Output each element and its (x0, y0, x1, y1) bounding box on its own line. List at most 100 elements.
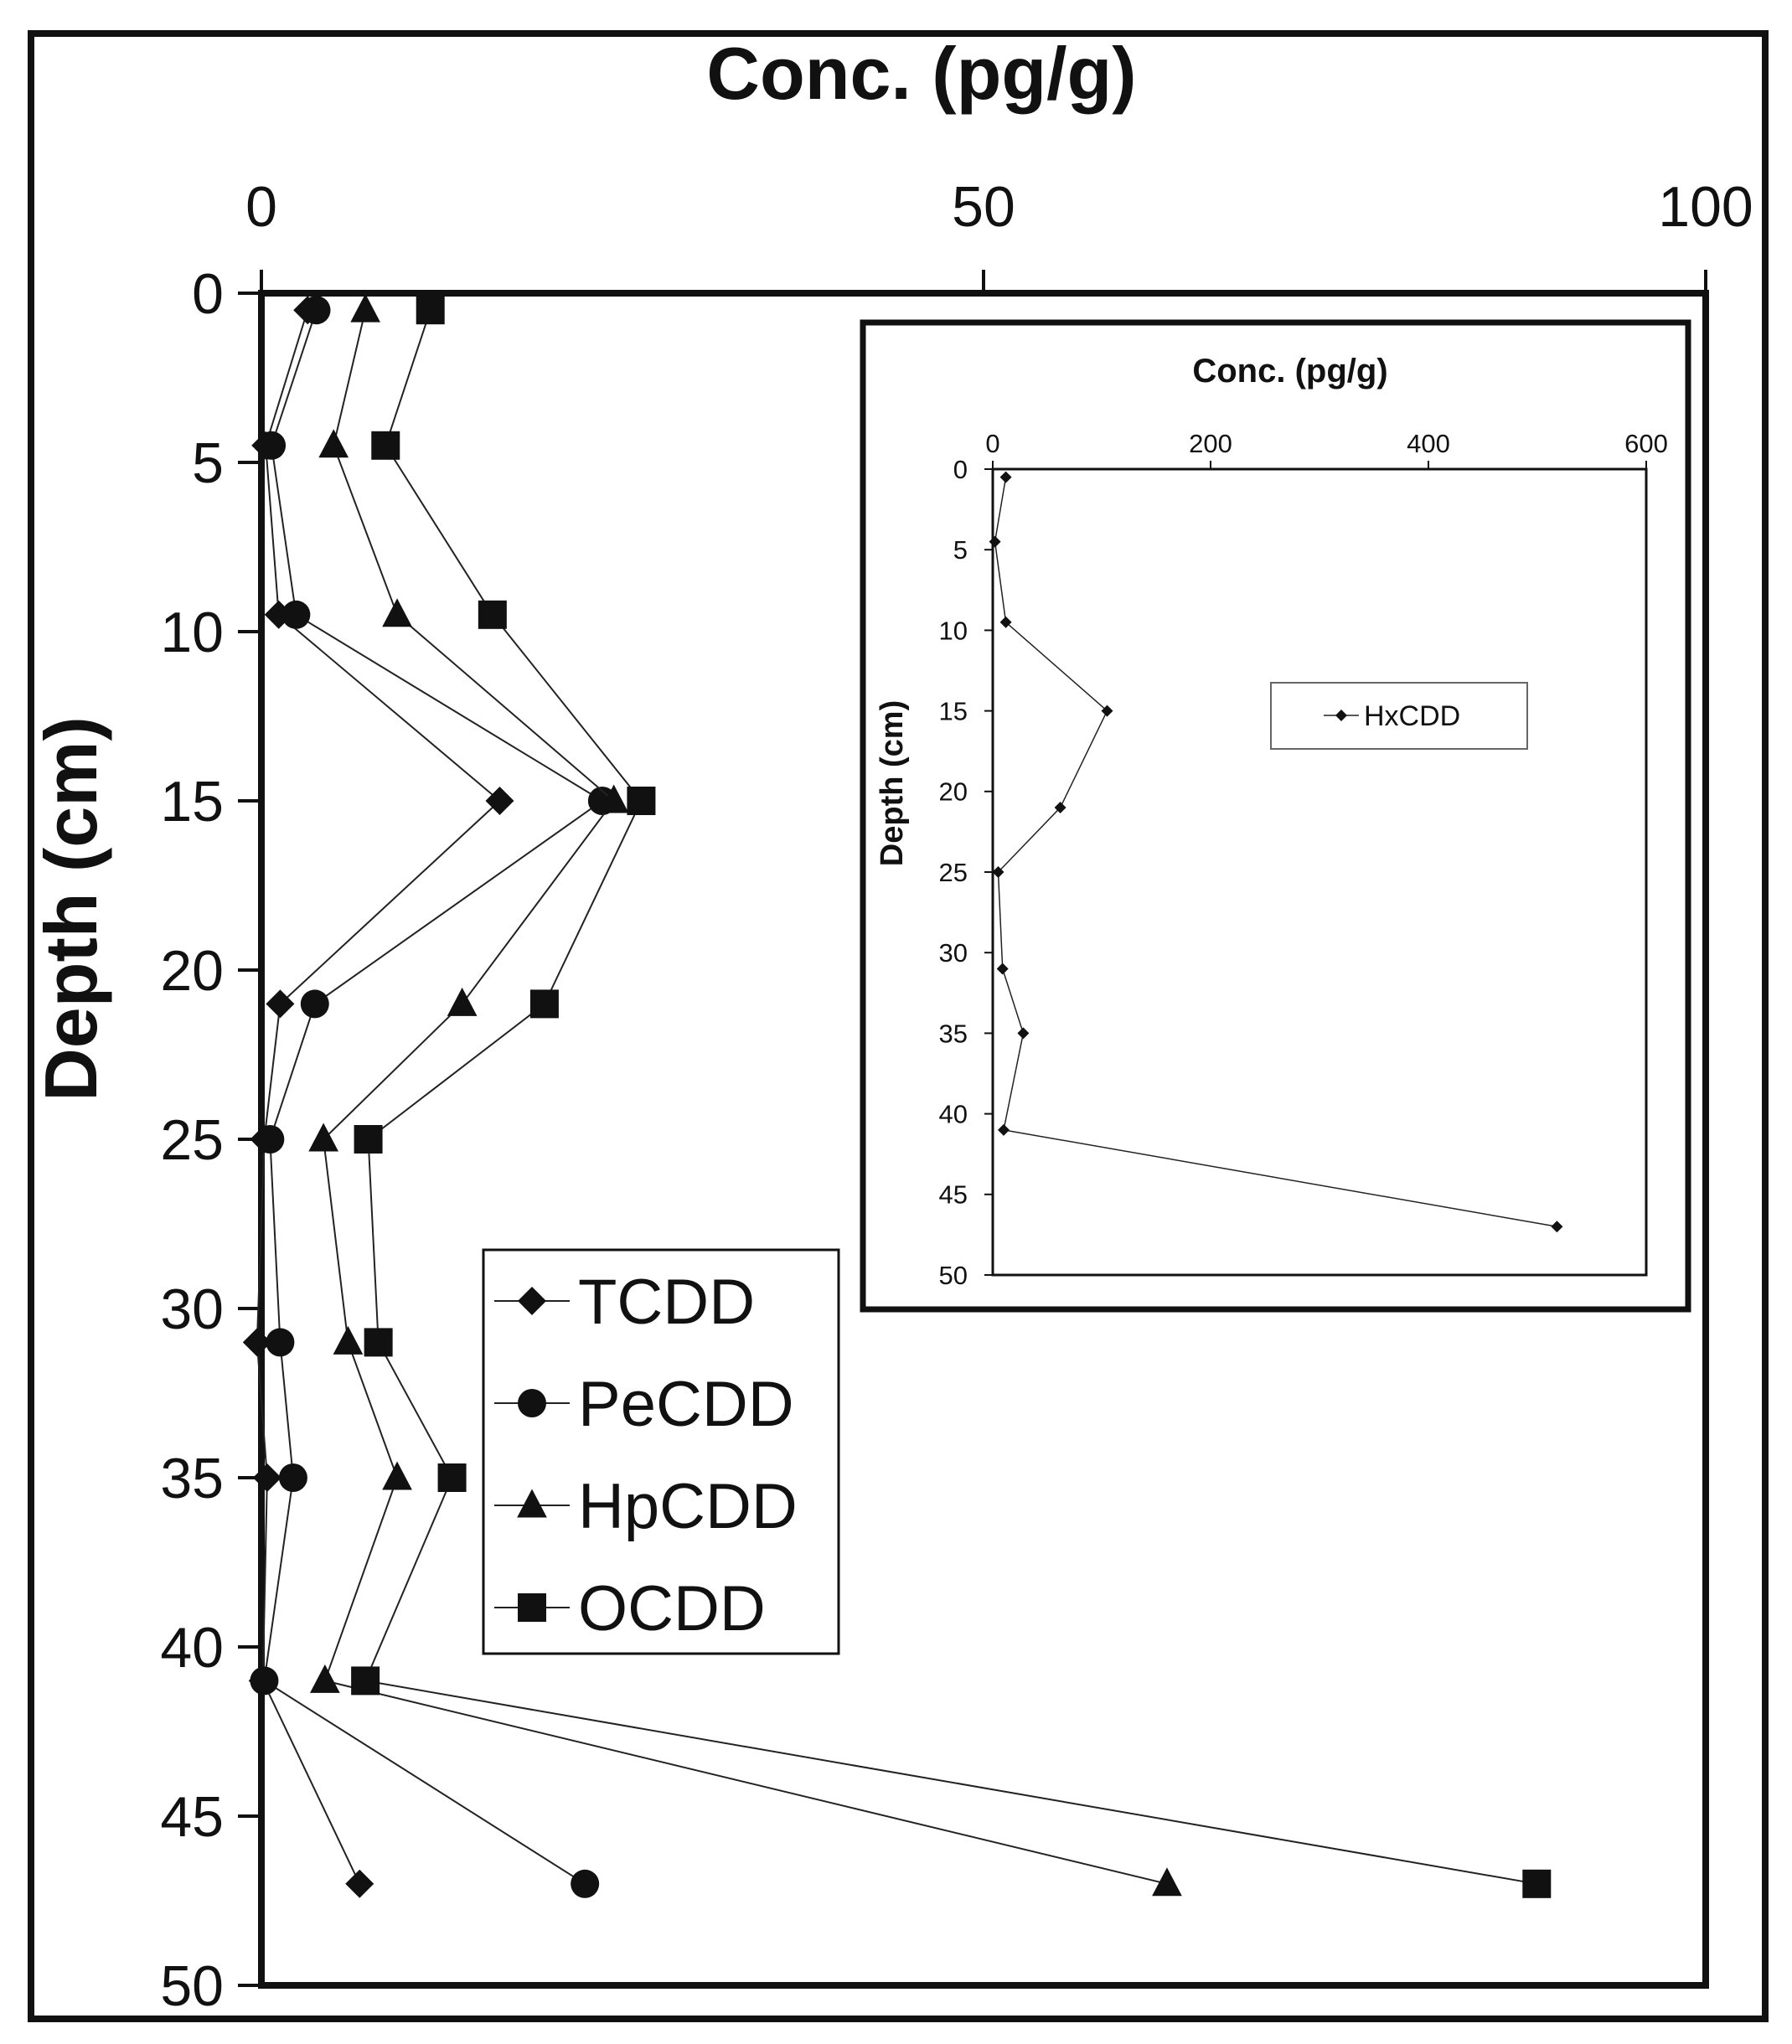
data-point-hpcdd (333, 1325, 364, 1355)
data-point-ocdd (437, 1463, 467, 1492)
data-point-pecdd (300, 989, 329, 1019)
main-x-tick-label: 100 (1658, 175, 1753, 239)
inset-y-axis-title: Depth (cm) (875, 700, 910, 866)
series-line-ocdd (364, 309, 1537, 1885)
data-point-ocdd (351, 1666, 380, 1696)
main-chart: Conc. (pg/g) Depth (cm) 0 50 100 051015202… (29, 32, 1753, 2018)
data-point-tcdd (485, 787, 514, 815)
legend-marker-hpcdd (517, 1489, 547, 1518)
legend-marker-pecdd (518, 1389, 546, 1417)
data-point-hxcdd (1551, 1221, 1563, 1233)
main-y-tick-label: 15 (160, 770, 224, 834)
legend-marker-tcdd (518, 1287, 546, 1315)
inset-x-tick-label: 200 (1189, 429, 1232, 458)
data-point-tcdd (345, 1869, 374, 1898)
data-point-hpcdd (350, 293, 380, 323)
main-y-tick-label: 30 (160, 1278, 224, 1341)
data-point-pecdd (250, 1666, 279, 1696)
inset-y-tick-label: 10 (939, 616, 968, 645)
inset-legend: HxCDD (1270, 682, 1528, 750)
data-point-pecdd (256, 1125, 285, 1154)
data-point-hxcdd (989, 535, 1001, 548)
data-point-hpcdd (308, 1123, 338, 1152)
main-y-tick-label: 50 (160, 1954, 224, 2018)
main-y-tick-label: 25 (160, 1108, 224, 1172)
main-legend: TCDD PeCDD HpCDD OCDD (482, 1248, 840, 1655)
inset-legend-label-hxcdd: HxCDD (1364, 700, 1460, 732)
main-y-tick-label: 45 (160, 1785, 224, 1849)
data-point-hpcdd (382, 598, 412, 627)
inset-x-tick-label: 400 (1407, 429, 1450, 458)
data-point-ocdd (364, 1328, 393, 1357)
main-y-tick-label: 20 (160, 939, 224, 1003)
data-point-pecdd (266, 1328, 295, 1357)
inset-y-tick-label: 25 (939, 858, 968, 887)
legend-marker-ocdd (518, 1593, 546, 1622)
data-point-pecdd (571, 1869, 600, 1898)
main-y-tick-label: 40 (160, 1616, 224, 1680)
main-x-tick-label: 50 (952, 175, 1015, 239)
data-point-ocdd (627, 787, 656, 815)
inset-y-tick-label: 50 (939, 1261, 968, 1290)
main-y-tick-label: 5 (192, 431, 224, 495)
main-y-axis-title: Depth (cm) (29, 716, 112, 1102)
data-point-pecdd (281, 600, 311, 629)
inset-y-tick-label: 5 (953, 535, 968, 565)
legend-label-tcdd: TCDD (578, 1267, 755, 1338)
data-point-pecdd (257, 431, 287, 460)
inset-chart: Conc. (pg/g) Depth (cm) 0 200 400 600 0 5 10 1… (860, 319, 1691, 1313)
inset-y-tick-label: 35 (939, 1019, 968, 1048)
data-point-hxcdd (1017, 1027, 1030, 1040)
data-point-hxcdd (996, 963, 1009, 975)
data-point-tcdd (266, 989, 295, 1019)
main-x-tick-label: 0 (245, 175, 277, 239)
series-line-hpcdd (323, 309, 1168, 1885)
data-point-hpcdd (598, 784, 629, 813)
data-point-ocdd (478, 600, 507, 629)
data-point-pecdd (278, 1463, 307, 1492)
inset-y-tick-label: 40 (939, 1099, 968, 1128)
inset-x-tick-label: 600 (1624, 429, 1668, 458)
data-point-ocdd (371, 431, 400, 460)
data-point-tcdd (252, 1463, 281, 1492)
series-line-tcdd (256, 309, 501, 1885)
data-point-pecdd (302, 296, 331, 325)
inset-x-tick-label: 0 (985, 429, 999, 458)
data-point-hxcdd (1101, 705, 1113, 717)
inset-y-tick-label: 20 (939, 777, 968, 807)
inset-y-tick-label: 0 (953, 455, 968, 484)
inset-frame (860, 319, 1691, 1313)
inset-y-tick-label: 45 (939, 1180, 968, 1210)
legend-label-ocdd: OCDD (578, 1573, 766, 1644)
inset-legend-box (1270, 682, 1528, 750)
data-point-ocdd (416, 296, 445, 325)
data-point-hpcdd (382, 1461, 412, 1490)
data-point-hpcdd (310, 1664, 340, 1693)
legend-label-pecdd: PeCDD (578, 1369, 794, 1440)
legend-label-hpcdd: HpCDD (578, 1471, 798, 1542)
data-point-ocdd (354, 1125, 383, 1154)
data-point-tcdd (242, 1328, 271, 1357)
data-point-hpcdd (447, 987, 478, 1016)
data-point-hxcdd (999, 471, 1012, 483)
inset-x-axis-title: Conc. (pg/g) (1192, 353, 1387, 390)
series-line-pecdd (263, 309, 604, 1885)
main-y-tick-label: 35 (160, 1447, 224, 1510)
figure-frame (28, 30, 1769, 2022)
data-point-ocdd (1522, 1869, 1552, 1898)
series-line-hxcdd (994, 477, 1557, 1228)
data-point-ocdd (529, 989, 559, 1019)
main-y-tick-label: 10 (160, 601, 224, 664)
inset-y-tick-label: 30 (939, 938, 968, 968)
main-legend-box (482, 1248, 840, 1655)
inset-y-tick-label: 15 (939, 696, 968, 725)
data-point-hxcdd (1054, 802, 1066, 814)
data-point-hxcdd (999, 616, 1012, 628)
data-point-hpcdd (1152, 1867, 1182, 1897)
data-point-hpcdd (318, 429, 349, 458)
main-x-axis-title: Conc. (pg/g) (706, 32, 1136, 115)
data-point-hxcdd (992, 866, 1004, 878)
data-point-hxcdd (998, 1123, 1010, 1136)
main-y-tick-label: 0 (192, 262, 224, 326)
